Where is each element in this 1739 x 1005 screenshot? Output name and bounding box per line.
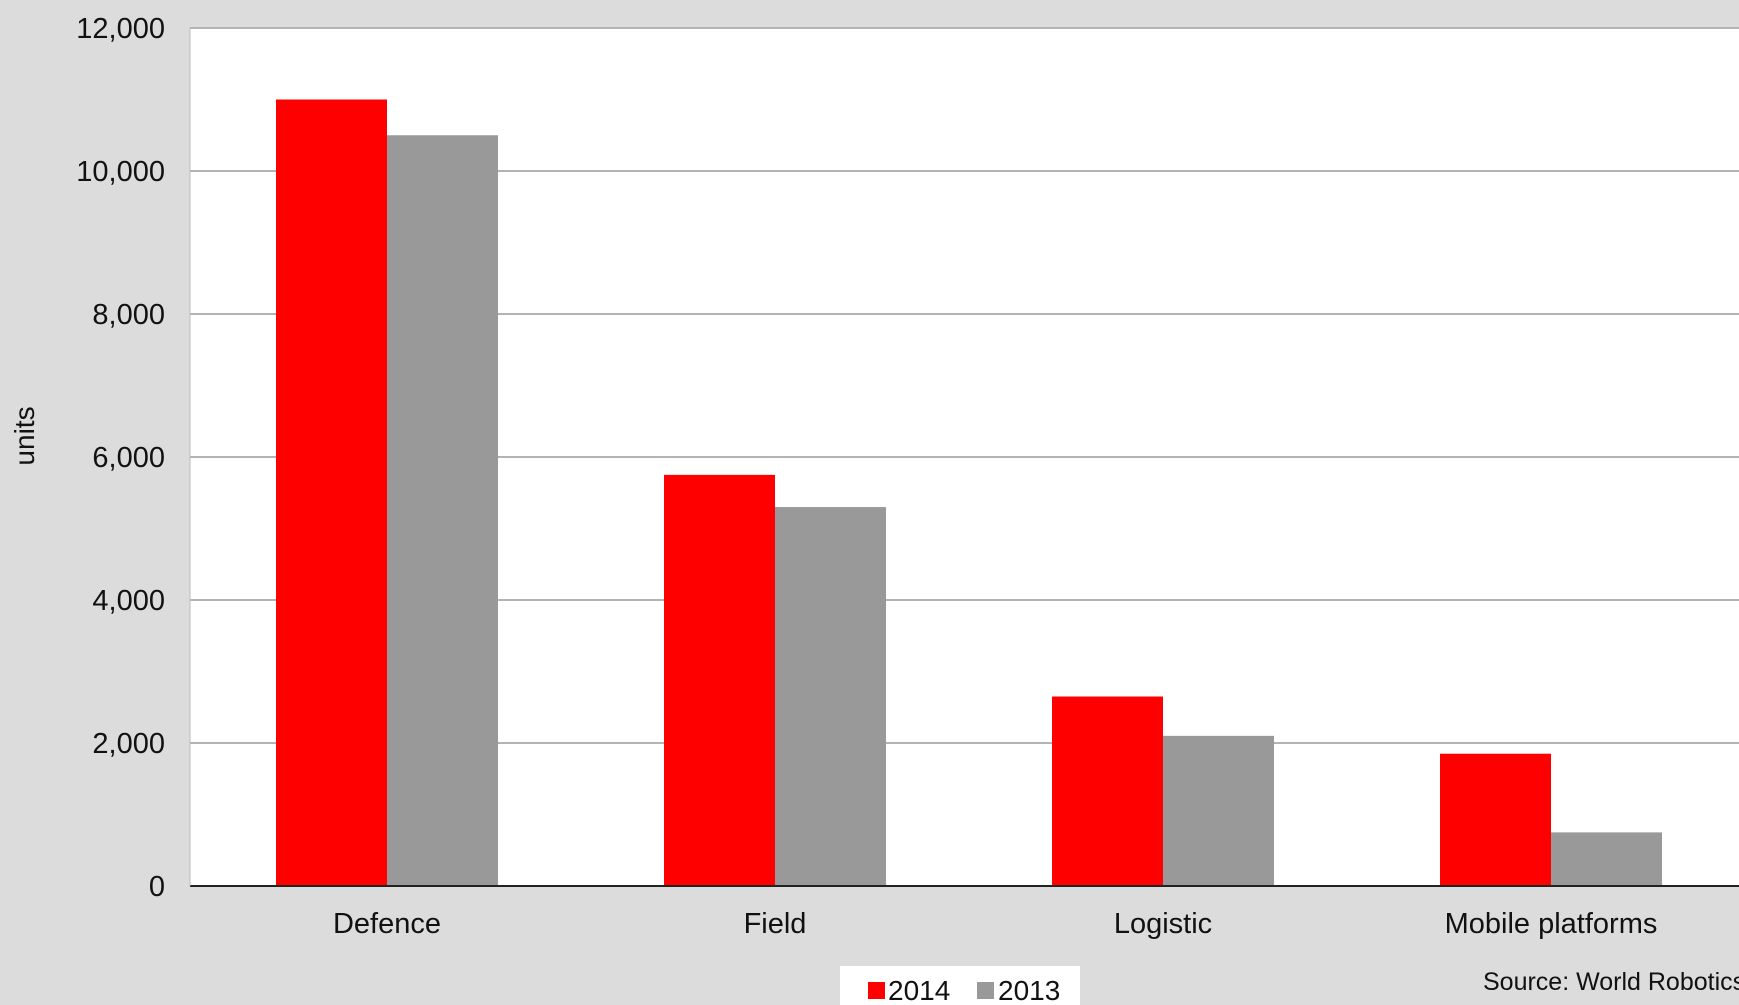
source-note: Source: World Robotics [1483, 968, 1739, 996]
legend-swatch-2014 [868, 982, 885, 999]
bar-2014-logistic [1052, 696, 1163, 886]
y-tick-label: 4,000 [92, 585, 165, 617]
legend-swatch-2013 [977, 982, 994, 999]
category-label: Logistic [1114, 908, 1212, 940]
bar-2013-field [775, 507, 886, 886]
bar-2014-mobile-platforms [1440, 753, 1551, 886]
y-tick-label: 6,000 [92, 442, 165, 474]
legend-label-2013: 2013 [998, 975, 1060, 1005]
bar-2014-defence [276, 99, 387, 886]
y-axis-title: units [9, 406, 40, 465]
category-label: Field [744, 908, 807, 940]
y-tick-label: 8,000 [92, 299, 165, 331]
legend-label-2014: 2014 [888, 975, 950, 1005]
y-tick-labels: 0 2,000 4,000 6,000 8,000 10,000 12,000 [76, 13, 165, 903]
category-label: Defence [333, 908, 441, 940]
category-label: Mobile platforms [1445, 908, 1658, 940]
bar-2014-field [664, 474, 775, 886]
bar-2013-defence [387, 135, 498, 886]
y-tick-label: 10,000 [76, 156, 165, 188]
bar-2013-mobile-platforms [1551, 832, 1662, 886]
legend: 2014 2013 [840, 966, 1080, 1005]
y-tick-label: 2,000 [92, 728, 165, 760]
bar-2013-logistic [1163, 735, 1274, 886]
y-tick-label: 0 [149, 871, 165, 903]
y-tick-label: 12,000 [76, 13, 165, 45]
bars [276, 99, 1662, 886]
category-labels: Defence Field Logistic Mobile platforms [333, 908, 1657, 940]
